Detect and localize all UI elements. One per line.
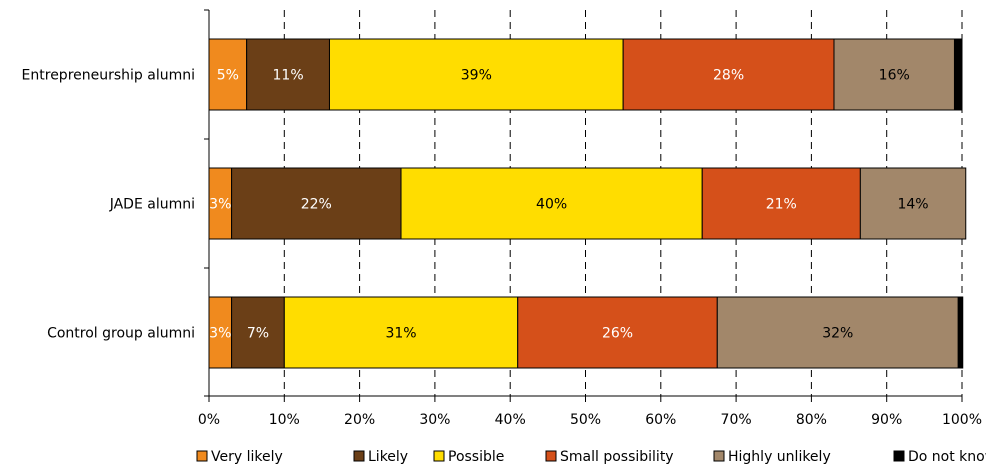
bar-segment: [283, 296, 519, 369]
bar-segment: [622, 38, 835, 111]
category-label: JADE alumni: [109, 197, 195, 213]
x-tick-label: 50%: [570, 412, 601, 428]
legend: Very likely Likely Possible Small possibili…: [196, 449, 986, 465]
x-tick-label: 80%: [796, 412, 827, 428]
data-label: 40%: [536, 197, 567, 213]
data-label: 3%: [209, 197, 231, 213]
x-tick-label: 70%: [721, 412, 752, 428]
bar-segment: [701, 167, 861, 240]
legend-label: Very likely: [211, 449, 283, 465]
bars: 5% 11% 39% 28% 16% 3% 22% 40% 21% 14% 3% 7% 31% 26% 32…: [208, 38, 967, 369]
data-label: 11%: [273, 68, 304, 84]
bar-segment: [859, 167, 967, 240]
data-label: 21%: [766, 197, 797, 213]
x-tick-label: 10%: [269, 412, 300, 428]
legend-swatch: [353, 450, 365, 462]
legend-label: Do not know: [908, 449, 986, 465]
legend-label: Possible: [448, 449, 504, 465]
data-label: 3%: [209, 326, 231, 342]
bar-segment: [517, 296, 718, 369]
x-tick-label: 90%: [871, 412, 902, 428]
legend-label: Likely: [368, 449, 408, 465]
data-label: 16%: [879, 68, 910, 84]
category-label: Entrepreneurship alumni: [22, 68, 195, 84]
legend-swatch: [713, 450, 725, 462]
legend-swatch: [545, 450, 557, 462]
bar-segment: [957, 296, 964, 369]
data-label: 26%: [602, 326, 633, 342]
data-label: 14%: [897, 197, 928, 213]
x-tick-label: 20%: [344, 412, 375, 428]
data-label: 7%: [247, 326, 269, 342]
data-label: 39%: [461, 68, 492, 84]
category-label: Control group alumni: [47, 326, 195, 342]
data-label: 32%: [822, 326, 853, 342]
axes: [204, 9, 963, 402]
x-tick-label: 100%: [942, 412, 982, 428]
bar-segment: [953, 38, 963, 111]
x-tick-labels: 0% 10% 20% 30% 40% 50% 60% 70% 80% 90% 100%: [198, 412, 982, 428]
bar-segment: [400, 167, 703, 240]
legend-swatch: [196, 450, 208, 462]
bar-segment: [231, 167, 402, 240]
bar-segment: [246, 38, 330, 111]
data-label: 5%: [217, 68, 239, 84]
bar-segment: [833, 38, 955, 111]
legend-label: Highly unlikely: [728, 449, 831, 465]
x-tick-label: 60%: [645, 412, 676, 428]
legend-swatch: [893, 450, 905, 462]
x-tick-label: 30%: [419, 412, 450, 428]
data-label: 22%: [301, 197, 332, 213]
category-labels: Entrepreneurship alumni JADE alumni Contro…: [22, 68, 195, 342]
bar-segment: [231, 296, 285, 369]
legend-label: Small possibility: [560, 449, 674, 465]
bar-segment: [328, 38, 624, 111]
x-tick-label: 40%: [495, 412, 526, 428]
legend-swatch: [433, 450, 445, 462]
x-tick-label: 0%: [198, 412, 220, 428]
data-label: 31%: [385, 326, 416, 342]
data-label: 28%: [713, 68, 744, 84]
